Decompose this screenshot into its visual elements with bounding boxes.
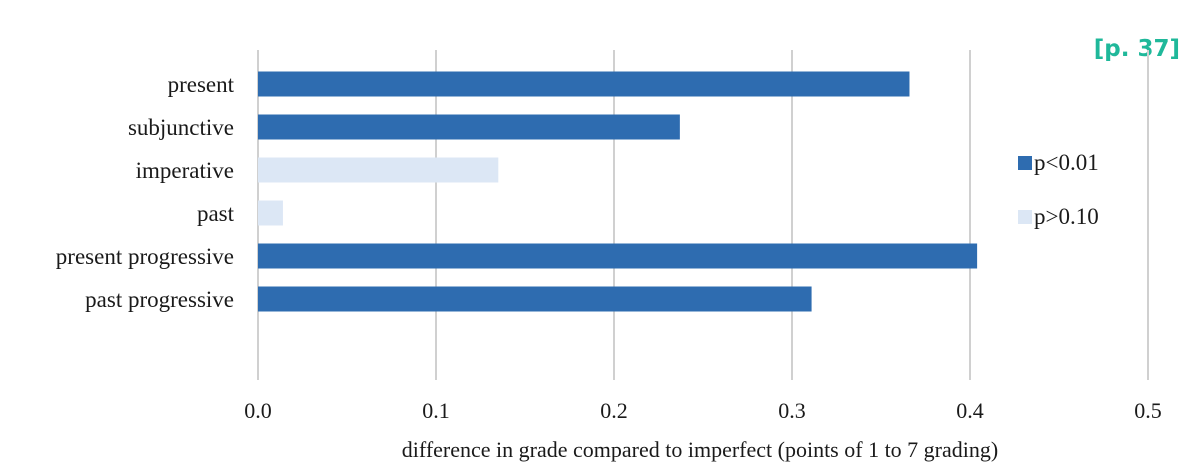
category-label: imperative (136, 158, 234, 183)
grid-lines (257, 50, 1149, 380)
x-tick-label: 0.4 (956, 398, 984, 423)
category-label: subjunctive (128, 115, 234, 140)
bar (258, 200, 283, 226)
bar (258, 243, 978, 269)
legend-label: p<0.01 (1034, 150, 1099, 175)
bars (258, 71, 978, 312)
page-reference: [p. 37] (1094, 36, 1180, 62)
x-tick-label: 0.2 (600, 398, 628, 423)
legend-label: p>0.10 (1034, 204, 1099, 229)
bar (258, 71, 910, 97)
legend-swatch (1018, 210, 1032, 224)
bar (258, 114, 680, 140)
x-tick-label: 0.5 (1134, 398, 1162, 423)
category-labels: present subjunctive imperative past present … (56, 72, 235, 312)
bar (258, 286, 812, 312)
x-tick-label: 0.1 (422, 398, 450, 423)
bar (258, 157, 499, 183)
x-tick-labels: 0.0 0.1 0.2 0.3 0.4 0.5 (244, 398, 1162, 423)
category-label: past (197, 201, 235, 226)
x-axis-title: difference in grade compared to imperfec… (402, 437, 998, 462)
category-label: past progressive (85, 287, 234, 312)
category-label: present progressive (56, 244, 234, 269)
category-label: present (168, 72, 235, 97)
legend: p<0.01 p>0.10 (1018, 150, 1099, 229)
x-tick-label: 0.3 (778, 398, 806, 423)
x-tick-label: 0.0 (244, 398, 272, 423)
legend-swatch (1018, 156, 1032, 170)
